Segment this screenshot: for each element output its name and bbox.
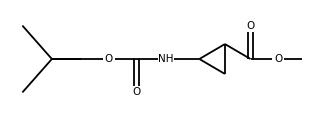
- Text: O: O: [274, 54, 282, 64]
- Text: O: O: [132, 87, 141, 97]
- Text: O: O: [105, 54, 113, 64]
- Text: O: O: [246, 21, 255, 31]
- Text: NH: NH: [158, 54, 174, 64]
